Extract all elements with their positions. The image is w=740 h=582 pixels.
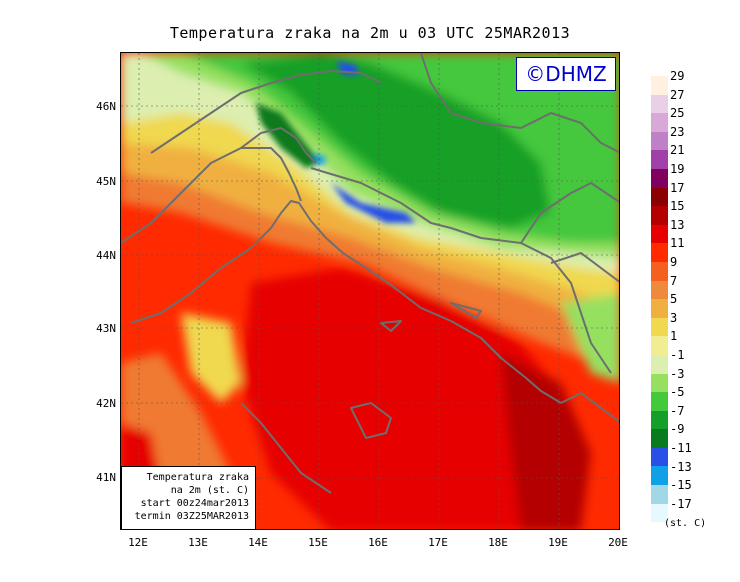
legend-swatch bbox=[651, 447, 668, 467]
lat-tick-41N: 41N bbox=[96, 471, 116, 484]
legend-label: -17 bbox=[670, 496, 692, 511]
legend-label: 7 bbox=[670, 273, 678, 288]
legend-label: 1 bbox=[670, 329, 678, 344]
legend-swatch bbox=[651, 76, 668, 95]
legend-label: 3 bbox=[670, 310, 678, 325]
legend-label: -3 bbox=[670, 366, 685, 381]
info-line-start: start 00z24mar2013 bbox=[140, 498, 249, 509]
legend-swatch bbox=[651, 392, 668, 411]
legend-swatch bbox=[651, 113, 668, 132]
info-line-units: na 2m (st. C) bbox=[170, 485, 249, 496]
legend-swatch bbox=[651, 243, 668, 262]
legend-label: 21 bbox=[670, 143, 685, 158]
field-band-darkgreen bbox=[241, 53, 551, 228]
lon-tick-16E: 16E bbox=[368, 536, 388, 549]
map-title: Temperatura zraka na 2m u 03 UTC 25MAR20… bbox=[169, 24, 571, 42]
legend-label: 25 bbox=[670, 106, 685, 121]
legend-swatch bbox=[651, 373, 668, 393]
lat-tick-42N: 42N bbox=[96, 397, 116, 410]
legend-label: 11 bbox=[670, 236, 685, 251]
lon-tick-17E: 17E bbox=[428, 536, 448, 549]
coastlines bbox=[121, 53, 619, 494]
legend-swatch bbox=[651, 280, 668, 300]
field-core-darkred bbox=[501, 353, 591, 529]
legend-label: -1 bbox=[670, 348, 685, 362]
lat-tick-46N: 46N bbox=[96, 100, 116, 113]
lon-tick-15E: 15E bbox=[308, 536, 328, 549]
lon-tick-14E: 14E bbox=[248, 536, 268, 549]
legend-label: -13 bbox=[670, 459, 692, 474]
legend-label: 27 bbox=[670, 87, 685, 102]
field-cold-cyan bbox=[315, 153, 326, 165]
legend-swatch bbox=[651, 187, 668, 207]
legend-label: -5 bbox=[670, 385, 685, 400]
legend-label: -15 bbox=[670, 478, 692, 493]
legend-label: 17 bbox=[670, 180, 685, 195]
legend-colorbar bbox=[651, 76, 668, 523]
copyright-badge: ©DHMZ bbox=[516, 57, 616, 91]
lon-tick-13E: 13E bbox=[188, 536, 208, 549]
info-line-termin: termin 03Z25MAR2013 bbox=[134, 511, 249, 522]
field-core-red bbox=[241, 268, 571, 529]
legend-swatch bbox=[651, 336, 668, 355]
field-cold-blue-1 bbox=[331, 183, 416, 223]
legend-label: 29 bbox=[670, 69, 685, 83]
legend-label: -7 bbox=[670, 403, 685, 418]
lon-tick-19E: 19E bbox=[548, 536, 568, 549]
legend-label: 5 bbox=[670, 292, 678, 307]
legend-swatch bbox=[651, 261, 668, 281]
legend-label: -9 bbox=[670, 422, 685, 437]
info-line-title: Temperatura zraka bbox=[146, 472, 249, 483]
lat-tick-44N: 44N bbox=[96, 249, 116, 262]
field-patch-italy-yellow bbox=[181, 313, 241, 403]
legend-swatch bbox=[651, 168, 668, 188]
legend-swatch bbox=[651, 94, 668, 114]
lon-tick-12E: 12E bbox=[128, 536, 148, 549]
legend-swatch bbox=[651, 466, 668, 486]
legend-label: 23 bbox=[670, 124, 685, 139]
legend-unit: (st. C) bbox=[664, 518, 707, 529]
legend-swatch bbox=[651, 299, 668, 318]
legend-swatch bbox=[651, 354, 668, 374]
lon-tick-18E: 18E bbox=[488, 536, 508, 549]
legend-label: 9 bbox=[670, 255, 678, 269]
legend-label: -11 bbox=[670, 441, 692, 455]
legend-label: 13 bbox=[670, 217, 685, 232]
lat-tick-43N: 43N bbox=[96, 322, 116, 335]
legend-label: 15 bbox=[670, 199, 685, 214]
legend-swatch bbox=[651, 503, 668, 523]
legend-swatch bbox=[651, 206, 668, 225]
temperature-map bbox=[120, 52, 620, 530]
legend-label: 19 bbox=[670, 162, 685, 176]
lon-tick-20E: 20E bbox=[608, 536, 628, 549]
info-box: Temperatura zraka na 2m (st. C) start 00… bbox=[121, 466, 256, 530]
legend-swatch bbox=[651, 317, 668, 337]
graticule bbox=[121, 53, 619, 529]
legend-swatch bbox=[651, 485, 668, 504]
temperature-field bbox=[121, 53, 619, 529]
legend-swatch bbox=[651, 429, 668, 448]
legend-swatch bbox=[651, 224, 668, 244]
legend-swatch bbox=[651, 131, 668, 151]
legend-swatch bbox=[651, 410, 668, 430]
lat-tick-45N: 45N bbox=[96, 175, 116, 188]
legend-swatch bbox=[651, 150, 668, 169]
